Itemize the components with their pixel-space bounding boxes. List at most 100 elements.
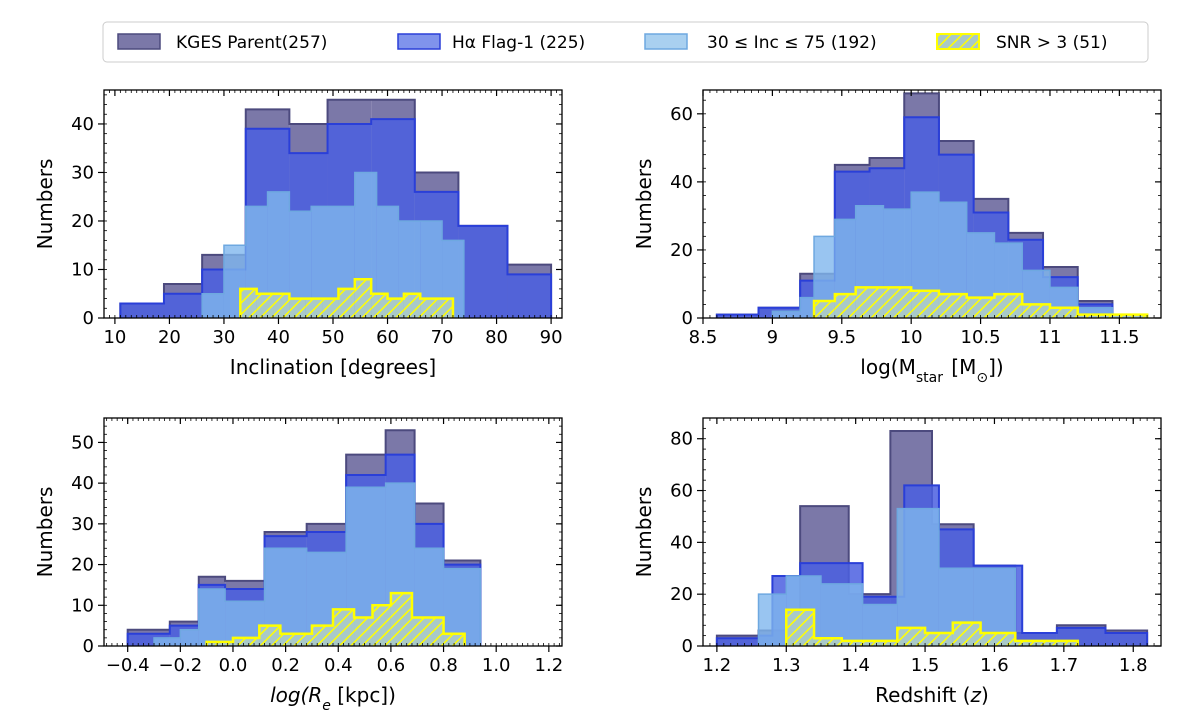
x-tick-label-effective-radius-0: −0.4 (106, 655, 150, 676)
bar-effective-radius-2-2 (198, 589, 226, 646)
outline-effective-radius-2 (153, 482, 482, 646)
bar-inclination-3-10 (403, 293, 421, 318)
outline-redshift-2 (757, 507, 1017, 646)
y-tick-label-effective-radius-3: 30 (71, 514, 94, 535)
x-tick-label-redshift-5: 1.7 (1050, 655, 1079, 676)
y-tick-label-redshift-0: 0 (682, 636, 693, 657)
bar-stellar-mass-3-5 (938, 294, 967, 318)
series-inclination-2 (201, 171, 465, 318)
y-tick-label-redshift-3: 60 (670, 481, 693, 502)
bar-stellar-mass-2-1 (800, 297, 815, 318)
x-tick-label-effective-radius-6: 0.8 (429, 655, 458, 676)
bar-stellar-mass-3-9 (1049, 307, 1078, 318)
bar-stellar-mass-2-2 (814, 236, 835, 318)
bar-redshift-3-4 (897, 627, 926, 646)
x-axis-label-sun-stellar-mass: ⊙ (976, 370, 988, 386)
x-axis-label-c-redshift: ) (981, 683, 989, 707)
x-axis-label-sub-effective-radius: e (322, 698, 331, 714)
bar-redshift-1-10 (1105, 633, 1148, 646)
outline-inclination-3 (239, 277, 455, 318)
bar-effective-radius-2-0 (154, 637, 181, 646)
x-tick-label-redshift-2: 1.4 (841, 655, 870, 676)
bar-inclination-3-9 (387, 298, 404, 318)
legend-swatch-kges (117, 33, 161, 50)
bar-inclination-3-5 (322, 298, 339, 318)
bar-redshift-3-5 (925, 633, 953, 646)
bar-inclination-1-9 (507, 274, 552, 318)
series-stellar-mass-3 (812, 286, 1149, 318)
x-axis-label-redshift: Redshift (z) (875, 683, 989, 707)
bar-inclination-2-5 (311, 206, 333, 318)
y-tick-label-stellar-mass-2: 40 (670, 172, 693, 193)
bar-redshift-2-0 (758, 594, 787, 646)
y-tick-label-inclination-4: 40 (71, 114, 94, 135)
bar-inclination-3-4 (305, 298, 323, 318)
bar-inclination-1-8 (458, 225, 508, 318)
y-tick-label-inclination-1: 10 (71, 259, 94, 280)
x-tick-label-inclination-0: 10 (103, 327, 126, 348)
y-tick-label-effective-radius-0: 0 (83, 636, 94, 657)
bar-inclination-1-0 (120, 303, 164, 318)
panel-inclination: 10 20 30 40 50 60 70 80 90 0 10 20 30 40 Numbers Inclin… (33, 89, 563, 379)
y-tick-label-stellar-mass-3: 60 (670, 104, 693, 125)
bar-effective-radius-3-9 (411, 617, 444, 646)
bar-stellar-mass-3-2 (855, 287, 884, 318)
bar-redshift-3-6 (952, 622, 981, 646)
bar-inclination-3-2 (273, 293, 290, 318)
x-tick-label-inclination-5: 60 (376, 327, 399, 348)
legend-swatch-ha (397, 33, 441, 50)
x-tick-label-stellar-mass-5: 11 (1039, 327, 1062, 348)
bar-effective-radius-2-1 (180, 629, 199, 646)
x-axis-label-end-stellar-mass: ]) (988, 355, 1004, 379)
bar-inclination-3-3 (289, 298, 306, 318)
x-axis-label-sub-stellar-mass: star (916, 370, 943, 386)
legend-swatch-snr (936, 33, 980, 50)
y-tick-label-effective-radius-4: 40 (71, 473, 94, 494)
bar-effective-radius-3-5 (333, 609, 355, 646)
bar-inclination-1-1 (163, 293, 203, 318)
bar-effective-radius-3-4 (311, 625, 333, 646)
x-axis-label-z-redshift: z (970, 683, 982, 707)
bar-inclination-2-0 (202, 293, 224, 318)
y-axis-label-stellar-mass: Numbers (632, 159, 656, 250)
bar-stellar-mass-3-8 (1022, 304, 1050, 318)
x-tick-label-effective-radius-1: −0.2 (158, 655, 202, 676)
bar-stellar-mass-2-12 (1077, 307, 1113, 318)
bar-stellar-mass-3-0 (814, 300, 835, 318)
x-tick-label-effective-radius-3: 0.2 (271, 655, 300, 676)
bar-inclination-3-0 (240, 288, 257, 318)
bar-stellar-mass-2-0 (772, 311, 801, 318)
bar-stellar-mass-3-4 (911, 290, 939, 318)
x-tick-label-effective-radius-2: 0.0 (219, 655, 248, 676)
x-tick-label-inclination-6: 70 (431, 327, 454, 348)
x-tick-label-stellar-mass-2: 9.5 (827, 327, 856, 348)
x-axis-label-rest-stellar-mass: [M (945, 355, 976, 379)
x-tick-label-inclination-3: 40 (267, 327, 290, 348)
bar-inclination-2-3 (267, 191, 290, 318)
bar-effective-radius-3-0 (206, 641, 233, 646)
x-tick-label-effective-radius-4: 0.4 (324, 655, 353, 676)
x-tick-label-stellar-mass-6: 11.5 (1099, 327, 1139, 348)
bar-effective-radius-3-2 (259, 625, 281, 646)
legend-label-inc: 30 ≤ Inc ≤ 75 (192) (707, 33, 877, 53)
x-axis-label-stellar-mass: log(Mstar [M⊙]) (860, 355, 1003, 386)
bar-inclination-3-6 (338, 288, 355, 318)
y-tick-label-effective-radius-1: 10 (71, 595, 94, 616)
panel-redshift: 1.2 1.3 1.4 1.5 1.6 1.7 1.8 0 20 40 60 80 Numbers Red… (632, 417, 1162, 707)
x-axis-label-rest-effective-radius: [kpc]) (331, 683, 396, 707)
x-tick-label-inclination-4: 50 (322, 327, 345, 348)
series-effective-radius-3 (205, 591, 466, 646)
bar-inclination-3-11 (420, 298, 437, 318)
bar-redshift-2-3 (862, 604, 898, 646)
outline-effective-radius-3 (205, 591, 466, 646)
bar-stellar-mass-3-10 (1077, 314, 1113, 318)
x-tick-label-inclination-7: 80 (485, 327, 508, 348)
bar-inclination-3-1 (256, 293, 274, 318)
y-tick-label-effective-radius-5: 50 (71, 432, 94, 453)
x-tick-label-redshift-0: 1.2 (703, 655, 732, 676)
bar-stellar-mass-3-6 (966, 297, 995, 318)
x-tick-label-redshift-4: 1.6 (980, 655, 1009, 676)
panel-stellar-mass: 8.5 9 9.5 10 10.5 11 11.5 0 20 40 60 Numbers log(Mst… (632, 89, 1162, 386)
x-axis-label-inclination: Inclination [degrees] (230, 355, 436, 379)
